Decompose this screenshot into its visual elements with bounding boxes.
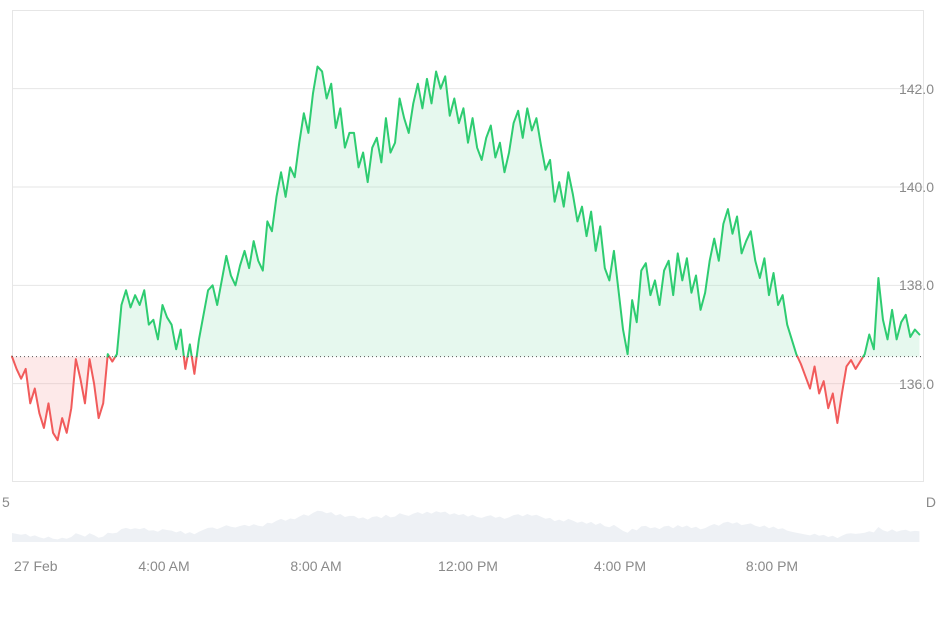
- x-tick-label: 4:00 PM: [594, 558, 646, 624]
- navigator-area: [12, 511, 919, 542]
- x-tick-label: 8:00 PM: [746, 558, 798, 624]
- x-tick-label: 4:00 AM: [138, 558, 189, 624]
- range-label-left: 5: [2, 494, 10, 510]
- price-chart-root: { "chart": { "type": "area-baseline", "w…: [0, 0, 936, 624]
- y-tick-label: 136.0: [899, 376, 934, 392]
- y-tick-label: 138.0: [899, 277, 934, 293]
- range-label-right: D: [926, 494, 936, 510]
- y-tick-label: 142.0: [899, 81, 934, 97]
- x-tick-label: 27 Feb: [14, 558, 58, 624]
- x-tick-label: 8:00 AM: [290, 558, 341, 624]
- chart-navigator[interactable]: [12, 490, 924, 542]
- price-chart[interactable]: [12, 10, 924, 482]
- area-above-baseline: [197, 67, 798, 357]
- x-tick-label: 12:00 PM: [438, 558, 498, 624]
- y-tick-label: 140.0: [899, 179, 934, 195]
